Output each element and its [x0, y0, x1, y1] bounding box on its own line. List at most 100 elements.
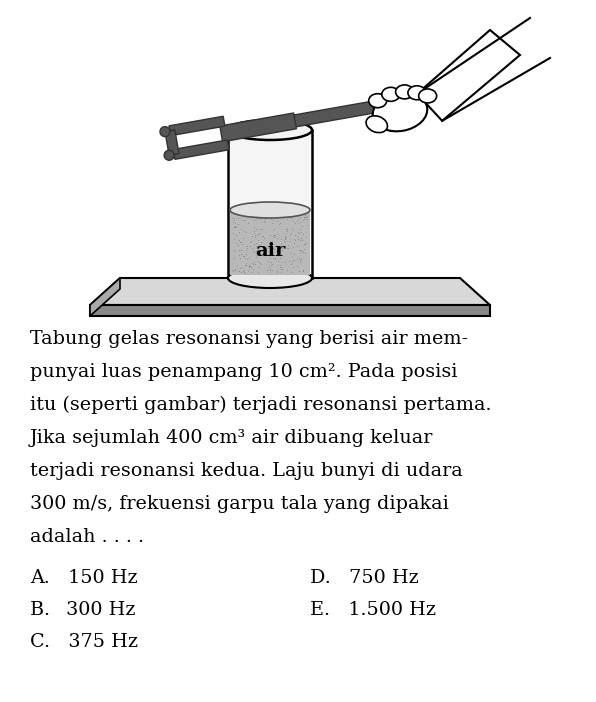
- Point: [283, 242, 292, 253]
- Point: [265, 235, 274, 246]
- Point: [251, 237, 260, 249]
- Point: [268, 214, 278, 225]
- Point: [300, 238, 310, 249]
- Point: [274, 267, 283, 278]
- Point: [288, 238, 298, 249]
- Polygon shape: [220, 113, 296, 142]
- Point: [275, 218, 284, 230]
- Point: [301, 211, 311, 223]
- Point: [254, 262, 264, 273]
- Point: [229, 221, 238, 232]
- Point: [231, 264, 240, 275]
- Point: [281, 256, 290, 267]
- Point: [288, 262, 298, 273]
- Point: [298, 265, 308, 276]
- Point: [294, 227, 303, 239]
- Point: [229, 233, 238, 244]
- Point: [256, 209, 265, 220]
- Ellipse shape: [396, 85, 414, 99]
- Point: [228, 265, 238, 277]
- Point: [275, 218, 285, 229]
- Point: [288, 216, 297, 227]
- Point: [283, 226, 292, 237]
- Point: [295, 234, 305, 246]
- Point: [296, 254, 306, 265]
- Point: [238, 215, 247, 226]
- Point: [250, 227, 259, 239]
- Point: [266, 207, 276, 218]
- Point: [259, 230, 268, 241]
- Point: [281, 223, 291, 234]
- Point: [277, 261, 287, 272]
- Point: [276, 249, 285, 260]
- Point: [240, 265, 249, 276]
- Point: [228, 265, 237, 276]
- Polygon shape: [90, 305, 490, 316]
- Ellipse shape: [228, 268, 312, 288]
- Point: [289, 209, 299, 220]
- Point: [267, 259, 277, 270]
- Point: [283, 239, 293, 251]
- Point: [266, 213, 275, 225]
- Point: [234, 265, 244, 277]
- Point: [267, 209, 277, 220]
- Text: C.   375 Hz: C. 375 Hz: [30, 633, 138, 651]
- Point: [241, 259, 251, 270]
- Point: [275, 261, 285, 272]
- Text: 300 m/s, frekuensi garpu tala yang dipakai: 300 m/s, frekuensi garpu tala yang dipak…: [30, 495, 449, 513]
- Point: [292, 216, 302, 227]
- Point: [272, 216, 282, 227]
- Point: [252, 212, 261, 223]
- Point: [301, 232, 311, 243]
- Point: [233, 218, 243, 230]
- Point: [296, 226, 306, 237]
- Point: [266, 244, 276, 255]
- Point: [246, 260, 255, 272]
- Point: [276, 217, 285, 228]
- Point: [229, 213, 239, 224]
- Point: [272, 265, 282, 277]
- Point: [281, 233, 290, 244]
- Polygon shape: [169, 117, 225, 135]
- Point: [299, 213, 309, 225]
- Point: [244, 259, 254, 270]
- Point: [230, 217, 240, 228]
- Point: [265, 230, 275, 241]
- Point: [255, 247, 265, 258]
- Point: [265, 263, 274, 274]
- Point: [255, 249, 265, 260]
- Ellipse shape: [366, 116, 387, 133]
- Point: [268, 242, 278, 253]
- Point: [252, 230, 262, 241]
- Point: [265, 267, 275, 279]
- Point: [275, 259, 285, 270]
- Point: [274, 240, 283, 251]
- Point: [238, 265, 247, 277]
- Point: [247, 242, 256, 253]
- Point: [290, 233, 299, 244]
- Point: [283, 213, 292, 225]
- Point: [296, 255, 305, 266]
- Point: [265, 265, 275, 276]
- Polygon shape: [289, 98, 390, 128]
- Circle shape: [160, 126, 170, 137]
- Point: [252, 241, 261, 252]
- Point: [299, 246, 308, 258]
- Point: [249, 211, 258, 223]
- Point: [293, 260, 302, 272]
- Point: [235, 253, 245, 264]
- Point: [295, 210, 305, 221]
- Point: [236, 223, 246, 234]
- Point: [286, 258, 296, 269]
- Point: [255, 258, 265, 269]
- Point: [234, 209, 243, 220]
- Point: [280, 208, 290, 219]
- Point: [277, 263, 286, 274]
- Point: [235, 244, 244, 256]
- Point: [277, 234, 286, 245]
- Point: [254, 239, 264, 251]
- Point: [251, 251, 260, 263]
- Text: A.   150 Hz: A. 150 Hz: [30, 569, 138, 587]
- Point: [268, 252, 278, 263]
- Circle shape: [164, 150, 174, 160]
